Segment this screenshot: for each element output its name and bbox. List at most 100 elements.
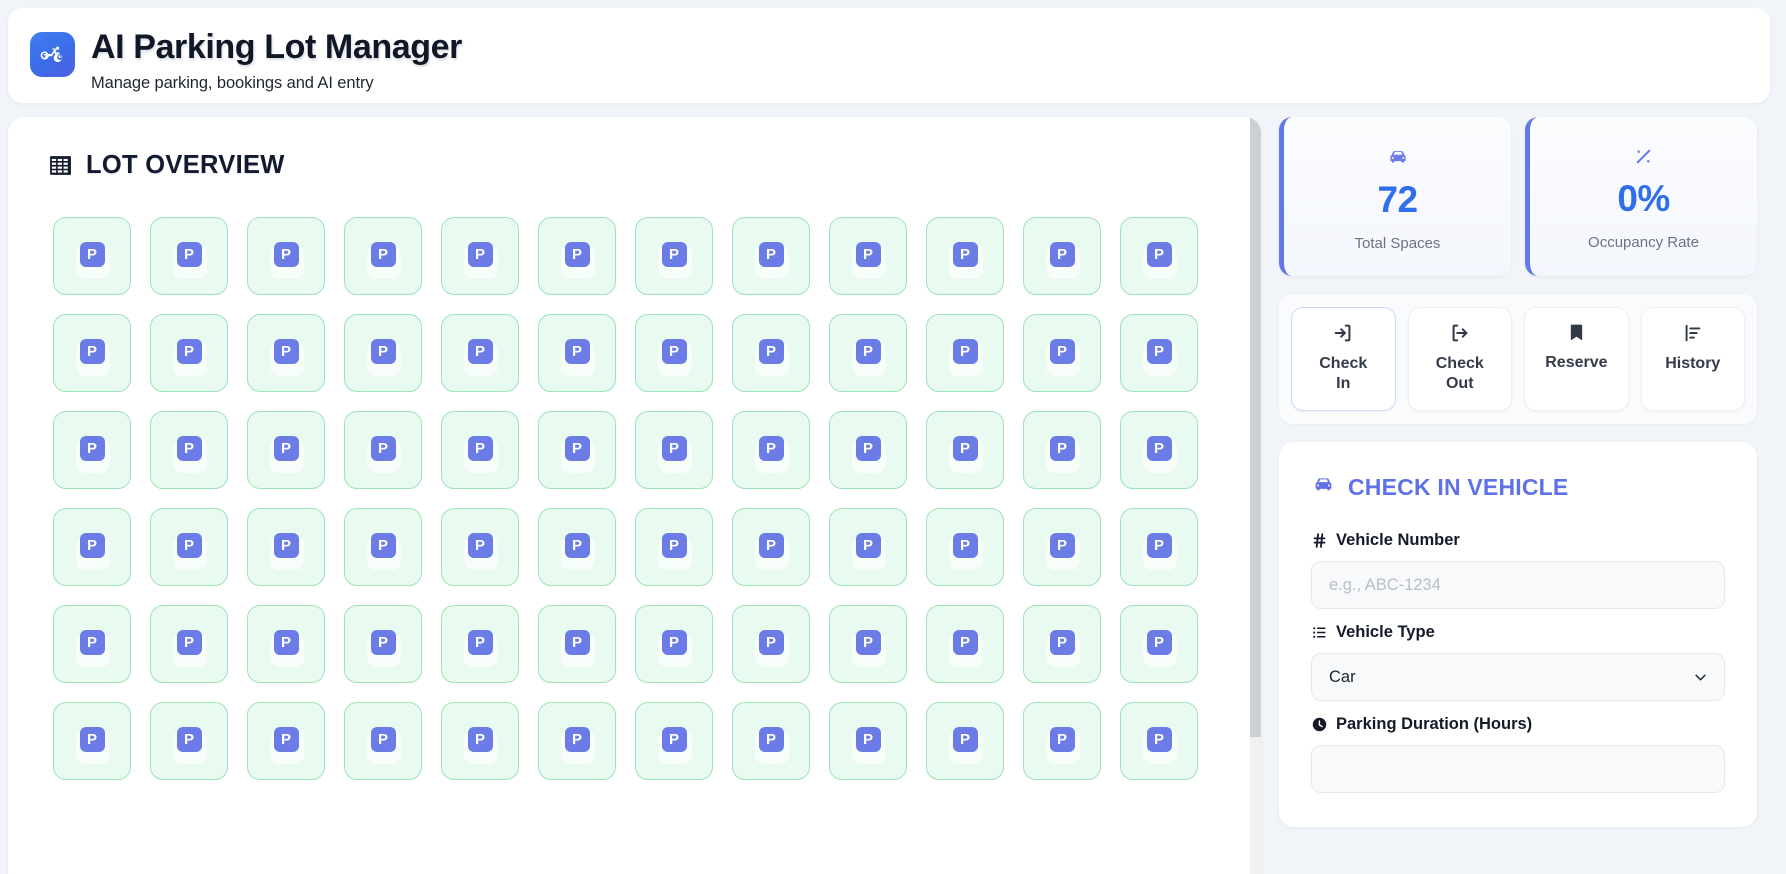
parking-slot[interactable]: P bbox=[53, 605, 131, 683]
parking-slot[interactable]: P bbox=[344, 702, 422, 780]
parking-slot[interactable]: P bbox=[926, 411, 1004, 489]
parking-slot[interactable]: P bbox=[1120, 508, 1198, 586]
lot-panel-scrollbar[interactable] bbox=[1250, 117, 1261, 874]
parking-slot[interactable]: P bbox=[150, 605, 228, 683]
check-in-form: CHECK IN VEHICLE Vehicle Number bbox=[1279, 442, 1757, 827]
parking-slot[interactable]: P bbox=[1120, 605, 1198, 683]
check-in-button[interactable]: Check In bbox=[1291, 307, 1396, 411]
parking-slot[interactable]: P bbox=[926, 314, 1004, 392]
parking-slot[interactable]: P bbox=[1023, 314, 1101, 392]
reserve-button[interactable]: Reserve bbox=[1524, 307, 1629, 411]
parking-p-icon: P bbox=[952, 241, 978, 267]
parking-slot[interactable]: P bbox=[635, 314, 713, 392]
parking-slot[interactable]: P bbox=[538, 314, 616, 392]
parking-p-icon: P bbox=[1146, 532, 1172, 558]
parking-p-icon: P bbox=[758, 726, 784, 752]
parking-slot[interactable]: P bbox=[344, 217, 422, 295]
parking-slot[interactable]: P bbox=[247, 217, 325, 295]
parking-slot[interactable]: P bbox=[829, 411, 907, 489]
parking-slot[interactable]: P bbox=[732, 217, 810, 295]
list-chart-icon bbox=[1682, 322, 1704, 344]
parking-slot[interactable]: P bbox=[247, 314, 325, 392]
parking-slot[interactable]: P bbox=[344, 605, 422, 683]
vehicle-type-select[interactable]: CarBikeTruckSUV bbox=[1311, 653, 1725, 701]
parking-slot[interactable]: P bbox=[1120, 702, 1198, 780]
parking-slot[interactable]: P bbox=[247, 508, 325, 586]
parking-p-icon: P bbox=[1146, 629, 1172, 655]
parking-slot[interactable]: P bbox=[829, 314, 907, 392]
action-label: Check Out bbox=[1435, 355, 1484, 392]
parking-slot[interactable]: P bbox=[441, 314, 519, 392]
parking-slot[interactable]: P bbox=[1023, 508, 1101, 586]
parking-slot[interactable]: P bbox=[732, 508, 810, 586]
parking-slot[interactable]: P bbox=[732, 314, 810, 392]
parking-p-icon: P bbox=[176, 629, 202, 655]
parking-p-icon: P bbox=[855, 241, 881, 267]
parking-slot[interactable]: P bbox=[829, 605, 907, 683]
parking-slot[interactable]: P bbox=[150, 314, 228, 392]
parking-slot[interactable]: P bbox=[1023, 605, 1101, 683]
parking-slot[interactable]: P bbox=[53, 314, 131, 392]
check-out-button[interactable]: Check Out bbox=[1407, 307, 1512, 411]
parking-slot[interactable]: P bbox=[344, 314, 422, 392]
parking-slot[interactable]: P bbox=[441, 217, 519, 295]
parking-slot[interactable]: P bbox=[247, 411, 325, 489]
parking-slot[interactable]: P bbox=[635, 411, 713, 489]
parking-p-icon: P bbox=[467, 532, 493, 558]
parking-slot[interactable]: P bbox=[1023, 411, 1101, 489]
parking-p-icon: P bbox=[79, 435, 105, 461]
scrollbar-thumb[interactable] bbox=[1250, 117, 1261, 737]
parking-slot[interactable]: P bbox=[53, 411, 131, 489]
parking-slot[interactable]: P bbox=[538, 217, 616, 295]
parking-slot[interactable]: P bbox=[441, 508, 519, 586]
parking-slot[interactable]: P bbox=[344, 508, 422, 586]
parking-slot[interactable]: P bbox=[926, 605, 1004, 683]
parking-slot[interactable]: P bbox=[53, 217, 131, 295]
parking-slot[interactable]: P bbox=[926, 508, 1004, 586]
parking-slot[interactable]: P bbox=[1120, 411, 1198, 489]
parking-slot[interactable]: P bbox=[829, 217, 907, 295]
parking-slot[interactable]: P bbox=[829, 702, 907, 780]
parking-slot[interactable]: P bbox=[635, 217, 713, 295]
parking-slot[interactable]: P bbox=[441, 605, 519, 683]
vehicle-number-input[interactable] bbox=[1311, 561, 1725, 609]
parking-slot[interactable]: P bbox=[635, 605, 713, 683]
parking-slot[interactable]: P bbox=[53, 702, 131, 780]
parking-slot[interactable]: P bbox=[538, 411, 616, 489]
parking-p-icon: P bbox=[1049, 435, 1075, 461]
parking-slot[interactable]: P bbox=[150, 217, 228, 295]
parking-slot[interactable]: P bbox=[732, 411, 810, 489]
parking-slot[interactable]: P bbox=[441, 702, 519, 780]
parking-slot[interactable]: P bbox=[829, 508, 907, 586]
parking-slot[interactable]: P bbox=[732, 605, 810, 683]
parking-duration-input[interactable] bbox=[1311, 745, 1725, 793]
parking-slot[interactable]: P bbox=[538, 702, 616, 780]
parking-slot[interactable]: P bbox=[926, 217, 1004, 295]
parking-slot[interactable]: P bbox=[150, 411, 228, 489]
parking-slot[interactable]: P bbox=[247, 605, 325, 683]
parking-slot[interactable]: P bbox=[926, 702, 1004, 780]
parking-slot[interactable]: P bbox=[538, 508, 616, 586]
parking-p-icon: P bbox=[564, 241, 590, 267]
parking-slot[interactable]: P bbox=[1023, 217, 1101, 295]
parking-slot[interactable]: P bbox=[344, 411, 422, 489]
parking-p-icon: P bbox=[564, 726, 590, 752]
parking-slot[interactable]: P bbox=[53, 508, 131, 586]
parking-slot[interactable]: P bbox=[732, 702, 810, 780]
parking-slot[interactable]: P bbox=[150, 702, 228, 780]
parking-slot[interactable]: P bbox=[635, 508, 713, 586]
parking-p-icon: P bbox=[564, 338, 590, 364]
history-button[interactable]: History bbox=[1640, 307, 1745, 411]
parking-slot[interactable]: P bbox=[1120, 314, 1198, 392]
parking-slot[interactable]: P bbox=[1023, 702, 1101, 780]
parking-p-icon: P bbox=[370, 338, 396, 364]
motorcycle-icon bbox=[30, 32, 75, 77]
parking-p-icon: P bbox=[1049, 241, 1075, 267]
parking-slot[interactable]: P bbox=[247, 702, 325, 780]
parking-slot[interactable]: P bbox=[150, 508, 228, 586]
parking-slot[interactable]: P bbox=[441, 411, 519, 489]
parking-slot[interactable]: P bbox=[635, 702, 713, 780]
parking-slot[interactable]: P bbox=[538, 605, 616, 683]
stat-label: Occupancy Rate bbox=[1588, 234, 1699, 251]
parking-slot[interactable]: P bbox=[1120, 217, 1198, 295]
